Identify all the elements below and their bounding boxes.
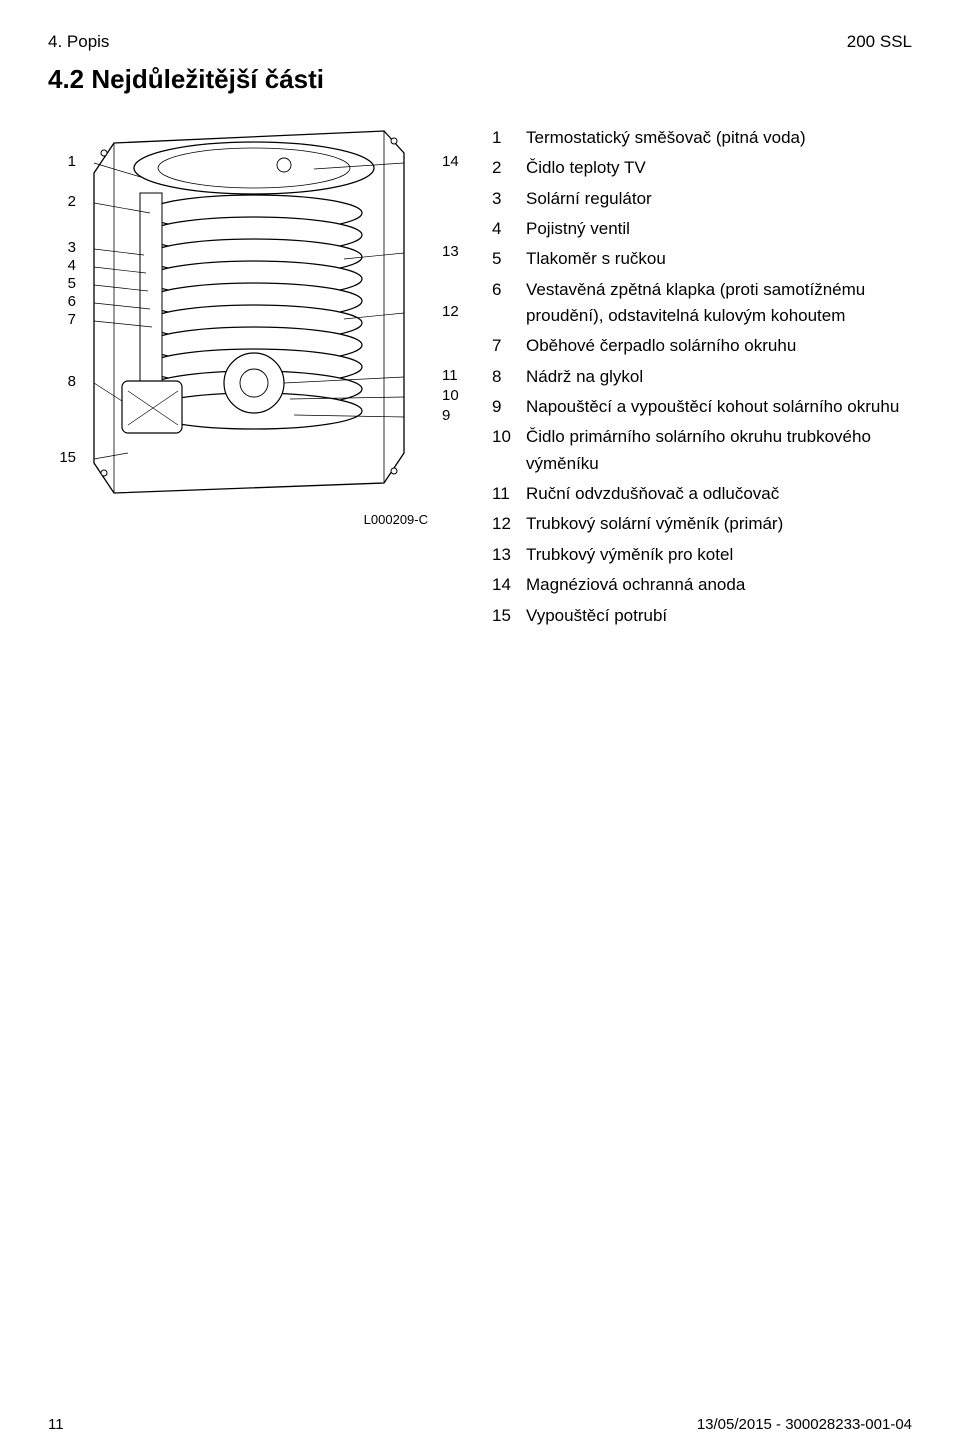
callout-left-4: 4 <box>68 257 76 274</box>
section-title: 4.2 Nejdůležitější části <box>48 64 912 95</box>
legend-num: 12 <box>492 509 526 539</box>
legend-num: 7 <box>492 331 526 361</box>
legend-row: 6Vestavěná zpětná klapka (proti samotížn… <box>492 275 912 332</box>
callout-right-10: 10 <box>442 387 459 404</box>
legend-row: 1Termostatický směšovač (pitná voda) <box>492 123 912 153</box>
diagram: L000209-C <box>84 123 434 527</box>
callout-left-2: 2 <box>68 193 76 210</box>
legend-row: 15Vypouštěcí potrubí <box>492 601 912 631</box>
legend-text: Trubkový výměník pro kotel <box>526 540 912 570</box>
legend-text: Nádrž na glykol <box>526 362 912 392</box>
callout-left-6: 6 <box>68 293 76 310</box>
header-right: 200 SSL <box>847 32 912 52</box>
legend-row: 12Trubkový solární výměník (primár) <box>492 509 912 539</box>
legend-text: Termostatický směšovač (pitná voda) <box>526 123 912 153</box>
footer-page-number: 11 <box>48 1416 64 1433</box>
callout-left-1: 1 <box>68 153 76 170</box>
callout-right-9: 9 <box>442 407 450 424</box>
legend-row: 14Magnéziová ochranná anoda <box>492 570 912 600</box>
legend-row: 7Oběhové čerpadlo solárního okruhu <box>492 331 912 361</box>
legend-text: Oběhové čerpadlo solárního okruhu <box>526 331 912 361</box>
left-callouts: 1 2 34567 8 15 <box>48 123 76 503</box>
legend-row: 11Ruční odvzdušňovač a odlučovač <box>492 479 912 509</box>
legend-num: 3 <box>492 184 526 214</box>
legend-text: Čidlo teploty TV <box>526 153 912 183</box>
legend-text: Magnéziová ochranná anoda <box>526 570 912 600</box>
legend-num: 13 <box>492 540 526 570</box>
legend-text: Solární regulátor <box>526 184 912 214</box>
footer-doc-id: 13/05/2015 - 300028233-001-04 <box>697 1416 912 1433</box>
legend-num: 14 <box>492 570 526 600</box>
header-left: 4. Popis <box>48 32 109 52</box>
footer: 11 13/05/2015 - 300028233-001-04 <box>48 1416 912 1433</box>
diagram-column: 1234567815 <box>48 123 468 527</box>
callout-left-15: 15 <box>59 449 76 466</box>
legend-text: Tlakoměr s ručkou <box>526 244 912 274</box>
legend-row: 8Nádrž na glykol <box>492 362 912 392</box>
legend-num: 2 <box>492 153 526 183</box>
callout-left-8: 8 <box>68 373 76 390</box>
legend-text: Ruční odvzdušňovač a odlučovač <box>526 479 912 509</box>
callout-left-5: 5 <box>68 275 76 292</box>
callout-right-11: 11 <box>442 367 458 384</box>
legend-text: Vypouštěcí potrubí <box>526 601 912 631</box>
callout-right-14: 14 <box>442 153 459 170</box>
legend-num: 5 <box>492 244 526 274</box>
right-callouts: 14 13 12 11 10 9 <box>442 123 468 503</box>
legend-num: 4 <box>492 214 526 244</box>
legend-num: 8 <box>492 362 526 392</box>
legend-row: 4Pojistný ventil <box>492 214 912 244</box>
legend-num: 9 <box>492 392 526 422</box>
legend-text: Čidlo primárního solárního okruhu trubko… <box>526 422 912 479</box>
main-area: 1234567815 <box>48 123 912 631</box>
callout-left-3: 3 <box>68 239 76 256</box>
legend-num: 10 <box>492 422 526 479</box>
legend-text: Pojistný ventil <box>526 214 912 244</box>
callout-left-7: 7 <box>68 311 76 328</box>
callout-right-12: 12 <box>442 303 459 320</box>
legend-text: Napouštěcí a vypouštěcí kohout solárního… <box>526 392 912 422</box>
legend-text: Vestavěná zpětná klapka (proti samotížné… <box>526 275 912 332</box>
legend-num: 1 <box>492 123 526 153</box>
legend-row: 5Tlakoměr s ručkou <box>492 244 912 274</box>
legend-row: 10Čidlo primárního solárního okruhu trub… <box>492 422 912 479</box>
header-row: 4. Popis 200 SSL <box>48 32 912 52</box>
legend-row: 9Napouštěcí a vypouštěcí kohout solárníh… <box>492 392 912 422</box>
page: 4. Popis 200 SSL 4.2 Nejdůležitější část… <box>0 0 960 1451</box>
callout-right-13: 13 <box>442 243 459 260</box>
legend-row: 2Čidlo teploty TV <box>492 153 912 183</box>
legend-row: 13Trubkový výměník pro kotel <box>492 540 912 570</box>
figure-code: L000209-C <box>84 512 434 527</box>
legend-table: 1Termostatický směšovač (pitná voda)2Čid… <box>492 123 912 631</box>
legend-row: 3Solární regulátor <box>492 184 912 214</box>
legend-num: 6 <box>492 275 526 332</box>
legend-num: 15 <box>492 601 526 631</box>
tank-illustration <box>84 123 414 503</box>
legend-column: 1Termostatický směšovač (pitná voda)2Čid… <box>492 123 912 631</box>
legend-text: Trubkový solární výměník (primár) <box>526 509 912 539</box>
legend-num: 11 <box>492 479 526 509</box>
